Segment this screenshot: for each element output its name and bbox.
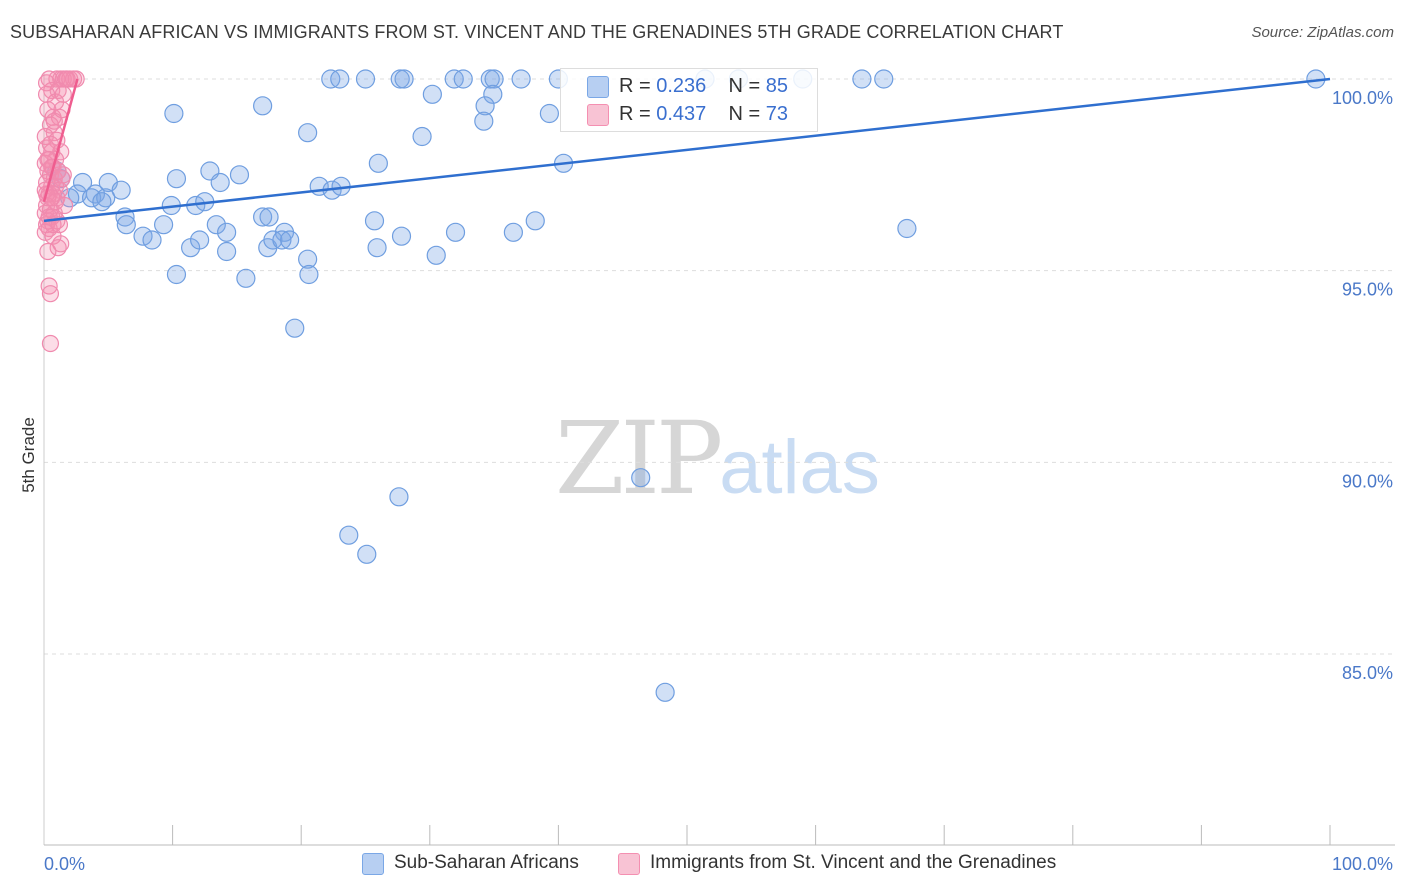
point-sub-saharan (445, 222, 466, 242)
point-st-vincent (54, 166, 72, 184)
point-sub-saharan (153, 215, 174, 235)
point-sub-saharan (164, 103, 184, 124)
point-st-vincent (39, 242, 57, 261)
y-tick-label: 90.0% (1342, 471, 1393, 491)
point-sub-saharan (389, 487, 409, 507)
y-tick-label: 100.0% (1332, 88, 1393, 108)
point-sub-saharan (166, 169, 187, 189)
trendline-st-vincent (42, 78, 79, 202)
y-tick-label: 95.0% (1342, 280, 1393, 300)
point-st-vincent (54, 85, 72, 103)
point-sub-saharan (253, 207, 273, 227)
point-sub-saharan (453, 69, 473, 89)
point-sub-saharan (852, 69, 872, 89)
point-sub-saharan (355, 69, 376, 89)
point-st-vincent (49, 239, 67, 257)
point-sub-saharan (474, 111, 494, 131)
point-st-vincent (41, 285, 60, 303)
point-sub-saharan (272, 230, 292, 250)
point-sub-saharan (229, 165, 250, 185)
point-st-vincent (55, 196, 74, 215)
bottom-legend-swatch-pink (618, 853, 640, 875)
point-sub-saharan (285, 318, 305, 338)
point-sub-saharan (503, 222, 523, 242)
point-sub-saharan (142, 230, 162, 250)
x-tick-label-max: 100.0% (1332, 854, 1393, 874)
series-st-vincent-points (36, 70, 85, 353)
point-sub-saharan (394, 69, 414, 89)
legend-swatch-pink (587, 104, 609, 126)
x-ticks (172, 825, 1331, 845)
point-sub-saharan (330, 69, 350, 89)
point-st-vincent (41, 135, 60, 153)
point-sub-saharan (539, 103, 559, 124)
point-sub-saharan (236, 268, 256, 288)
point-sub-saharan (357, 544, 377, 564)
point-sub-saharan (190, 230, 210, 250)
y-axis-label: 5th Grade (19, 417, 38, 493)
watermark-atlas: atlas (719, 425, 880, 510)
point-sub-saharan (217, 241, 237, 262)
x-tick-label-min: 0.0% (44, 854, 85, 874)
watermark-zip: ZIP (555, 400, 723, 517)
watermark: ZIPatlas (555, 400, 880, 517)
point-sub-saharan (525, 211, 545, 231)
point-sub-saharan (298, 123, 318, 143)
y-tick-labels: 100.0% 95.0% 90.0% 85.0% (1332, 88, 1393, 683)
bottom-legend-swatch-blue (362, 853, 384, 875)
point-sub-saharan (92, 192, 112, 212)
point-sub-saharan (298, 249, 318, 269)
point-sub-saharan (166, 264, 187, 285)
point-sub-saharan (631, 468, 651, 488)
point-sub-saharan (897, 218, 917, 239)
series-sub-saharan-points (47, 69, 1326, 702)
point-sub-saharan (364, 211, 385, 231)
point-sub-saharan (339, 525, 359, 545)
legend-text-st-vincent: R = 0.437 N = 73 (619, 103, 789, 125)
point-sub-saharan (85, 184, 106, 204)
point-sub-saharan (81, 188, 102, 208)
point-sub-saharan (299, 264, 319, 285)
point-sub-saharan (116, 215, 136, 235)
legend-text-sub-saharan: R = 0.236 N = 85 (619, 75, 789, 97)
point-sub-saharan (210, 172, 230, 193)
axes (43, 72, 1395, 846)
point-sub-saharan (412, 126, 432, 147)
point-sub-saharan (72, 172, 93, 193)
point-sub-saharan (259, 207, 279, 227)
legend-swatch-blue (587, 76, 609, 98)
point-st-vincent (37, 74, 56, 92)
point-sub-saharan (655, 682, 675, 702)
grid-lines (44, 78, 1395, 655)
point-sub-saharan (367, 238, 387, 258)
point-sub-saharan (511, 69, 531, 89)
bottom-legend-label-sub-saharan: Sub-Saharan Africans (394, 852, 579, 873)
chart-title: SUBSAHARAN AFRICAN VS IMMIGRANTS FROM ST… (10, 22, 1064, 42)
y-tick-label: 85.0% (1342, 663, 1393, 683)
point-sub-saharan (206, 215, 226, 235)
trendline-sub-saharan (43, 77, 1331, 223)
trendlines (42, 77, 1331, 223)
point-sub-saharan (280, 230, 300, 250)
point-sub-saharan (368, 153, 388, 173)
point-sub-saharan (483, 84, 503, 104)
point-sub-saharan (391, 226, 412, 246)
point-sub-saharan (475, 96, 495, 116)
point-sub-saharan (484, 69, 504, 89)
point-sub-saharan (96, 188, 116, 208)
point-sub-saharan (874, 69, 894, 89)
point-sub-saharan (111, 180, 131, 200)
correlation-legend: R = 0.236 N = 85 R = 0.437 N = 73 (560, 68, 818, 132)
point-st-vincent (41, 334, 60, 353)
source-label: Source: ZipAtlas.com (1251, 24, 1394, 41)
x-tick-labels: 0.0% 100.0% (44, 854, 1393, 874)
point-st-vincent (43, 189, 61, 207)
point-sub-saharan (422, 84, 442, 104)
point-sub-saharan (426, 245, 446, 265)
bottom-legend-label-st-vincent: Immigrants from St. Vincent and the Gren… (650, 852, 1057, 873)
point-sub-saharan (217, 222, 237, 242)
point-sub-saharan (253, 96, 273, 116)
